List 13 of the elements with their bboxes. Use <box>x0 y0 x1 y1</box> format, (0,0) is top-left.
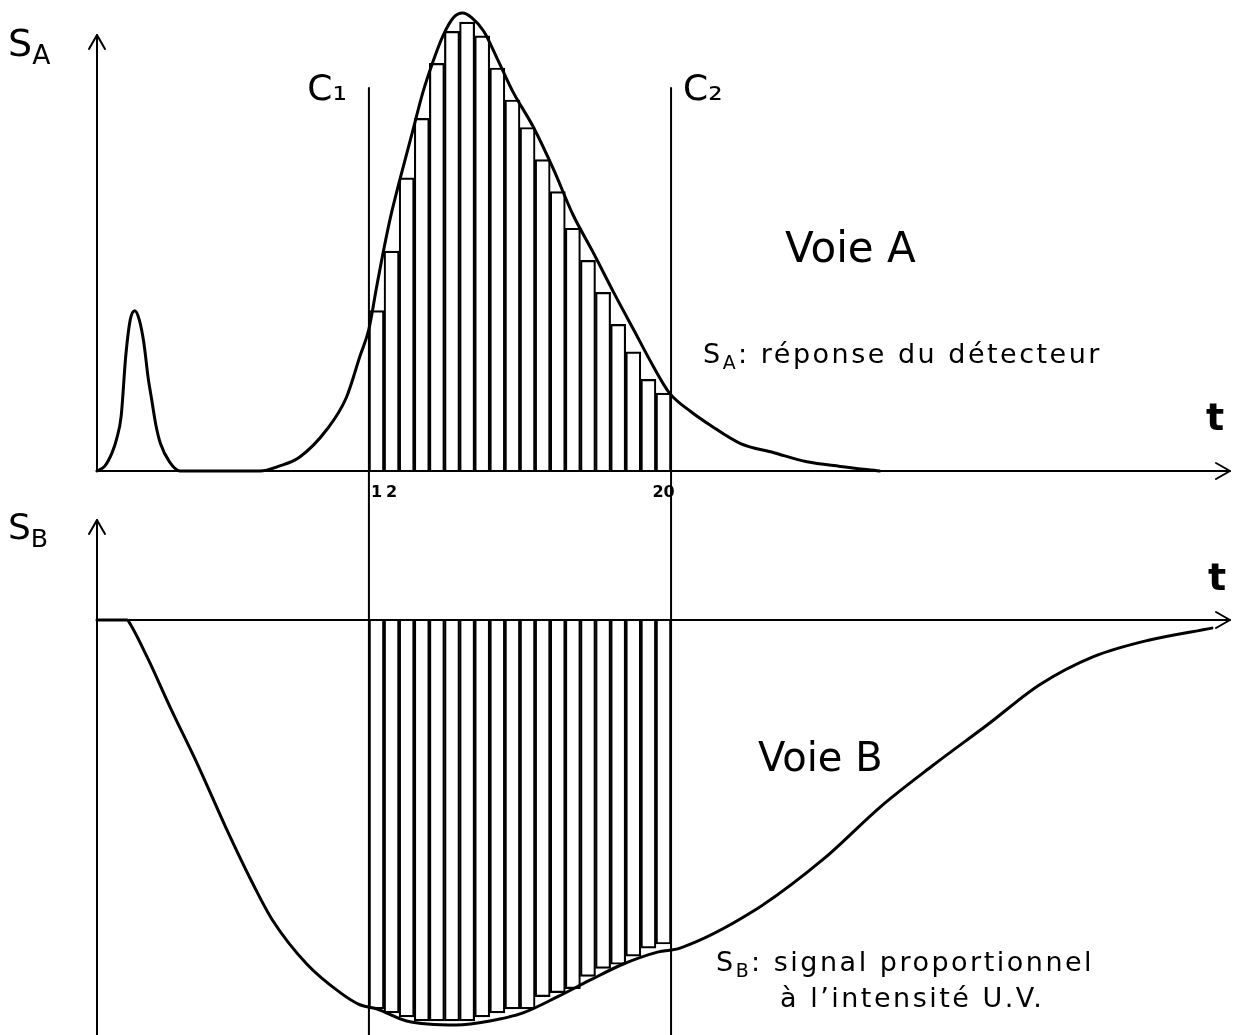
x-tick-label: 1 <box>370 481 383 501</box>
x-tick-label: 2 <box>386 481 398 501</box>
annotation: S$_{A}$: réponse du détecteur <box>703 338 1102 374</box>
x-axis-title: t <box>1206 395 1225 440</box>
y-axis-title: S$_{B}$ <box>8 506 49 554</box>
annotation: Voie B <box>758 734 883 780</box>
annotation: Voie A <box>785 223 916 273</box>
ref-line-label: C₂ <box>683 67 723 108</box>
ref-line-label: C₁ <box>307 67 347 108</box>
annotation: à l’intensité U.V. <box>780 982 1045 1014</box>
annotation: S$_{B}$: signal proportionnel <box>716 946 1095 982</box>
y-axis-title: S$_{A}$ <box>8 21 51 71</box>
x-axis-title: t <box>1208 555 1227 600</box>
